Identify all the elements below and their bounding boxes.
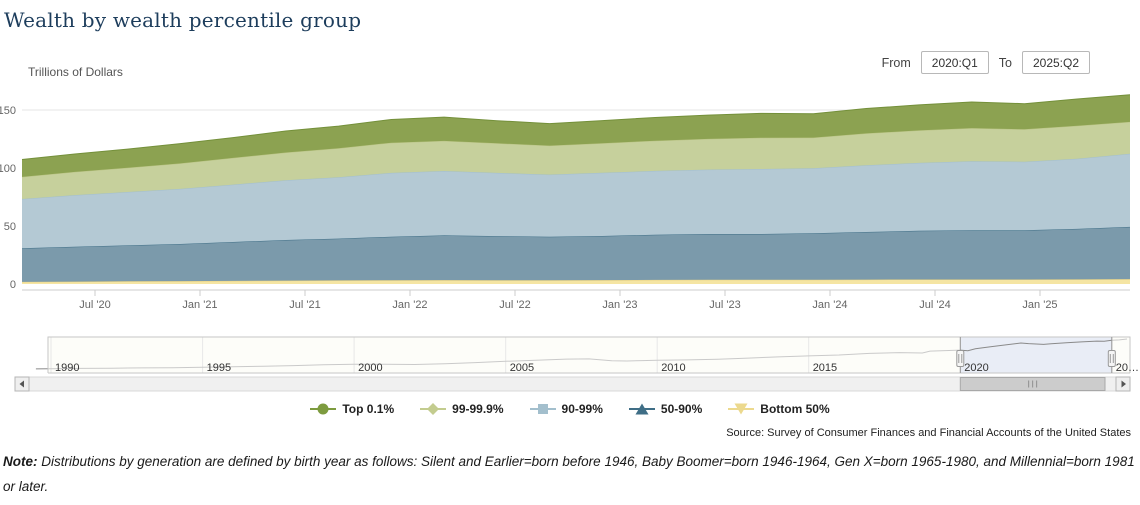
navigator-year-label: 2020 — [964, 362, 988, 374]
navigator-year-label: 2005 — [510, 362, 534, 374]
legend-marker-triangle-icon — [628, 403, 655, 415]
footnote-text: Distributions by generation are defined … — [3, 454, 1135, 494]
legend-marker-diamond-icon — [420, 403, 447, 415]
navigator-year-label: 2010 — [661, 362, 685, 374]
navigator-year-label: 2000 — [358, 362, 382, 374]
legend-label: Top 0.1% — [342, 402, 395, 416]
y-tick-label: 0 — [10, 279, 16, 291]
x-tick-label: Jul '21 — [289, 299, 320, 310]
source-text: Source: Survey of Consumer Finances and … — [726, 427, 1131, 439]
from-label: From — [881, 55, 911, 70]
navigator-fade-right — [1111, 337, 1130, 373]
legend-item-99-99.9[interactable]: 99-99.9% — [420, 402, 504, 416]
area-99-99.9[interactable] — [22, 121, 1130, 199]
legend-item-90-99[interactable]: 90-99% — [529, 402, 603, 416]
navigator-year-label: 2015 — [813, 362, 837, 374]
footnote: Note: Distributions by generation are de… — [3, 449, 1137, 499]
stacked-area-chart[interactable]: 0 50 100 150 Jul '20 Jan '21 Jul '21 Jan '22 Jul… — [0, 85, 1140, 310]
x-tick-label: Jan '25 — [1022, 299, 1057, 310]
legend-marker-circle-icon — [310, 403, 337, 415]
legend-item-top-0.1[interactable]: Top 0.1% — [310, 402, 394, 416]
scrollbar-left-arrow-icon — [19, 380, 24, 388]
edge-top-0.1 — [21, 94, 1131, 160]
area-top-0.1[interactable] — [22, 94, 1130, 177]
navigator-year-label: 1995 — [207, 362, 231, 374]
legend-item-bottom-50[interactable]: Bottom 50% — [728, 402, 830, 416]
legend-label: 50-90% — [660, 402, 703, 416]
to-input[interactable] — [1022, 51, 1090, 74]
date-range-controls: From To — [882, 51, 1090, 74]
legend-label: 90-99% — [561, 402, 603, 416]
x-tick-label: Jan '22 — [392, 299, 427, 310]
navigator-handle-left[interactable] — [956, 337, 965, 373]
navigator-handle-right[interactable] — [1107, 337, 1116, 373]
y-tick-label: 100 — [0, 163, 16, 175]
navigator-year-label: 20… — [1116, 362, 1139, 374]
legend-marker-square-icon — [529, 404, 556, 414]
legend-item-50-90[interactable]: 50-90% — [628, 402, 703, 416]
legend-label: 99-99.9% — [452, 402, 504, 416]
area-bottom-50[interactable] — [22, 279, 1130, 284]
y-tick-label: 50 — [4, 221, 16, 233]
legend: Top 0.1% 99-99.9% 90-99% 50-90% Bottom 50% — [0, 402, 1140, 416]
x-tick-label: Jan '21 — [182, 299, 217, 310]
legend-marker-triangle-down-icon — [728, 403, 755, 415]
x-tick-label: Jul '22 — [499, 299, 530, 310]
y-tick-label: 150 — [0, 105, 16, 117]
y-axis-units-label: Trillions of Dollars — [28, 65, 123, 79]
navigator-year-label: 1990 — [55, 362, 79, 374]
navigator-border — [47, 336, 1131, 373]
area-50-90[interactable] — [22, 226, 1130, 282]
x-tick-label: Jul '24 — [919, 299, 950, 310]
to-label: To — [998, 55, 1012, 70]
scrollbar-right-arrow-icon — [1121, 380, 1126, 388]
x-tick-label: Jul '20 — [79, 299, 110, 310]
x-tick-label: Jul '23 — [709, 299, 740, 310]
legend-label: Bottom 50% — [760, 402, 830, 416]
from-input[interactable] — [920, 51, 989, 74]
footnote-prefix: Note: — [3, 454, 38, 469]
range-navigator[interactable]: 1990 1995 2000 2005 2010 2015 2020 20… — [0, 330, 1140, 400]
navigator-selected-range[interactable] — [960, 337, 1112, 373]
x-tick-label: Jan '24 — [812, 299, 847, 310]
navigator-fade-left — [48, 337, 961, 373]
area-90-99[interactable] — [22, 153, 1130, 249]
page-title: Wealth by wealth percentile group — [4, 8, 362, 32]
x-tick-label: Jan '23 — [602, 299, 637, 310]
